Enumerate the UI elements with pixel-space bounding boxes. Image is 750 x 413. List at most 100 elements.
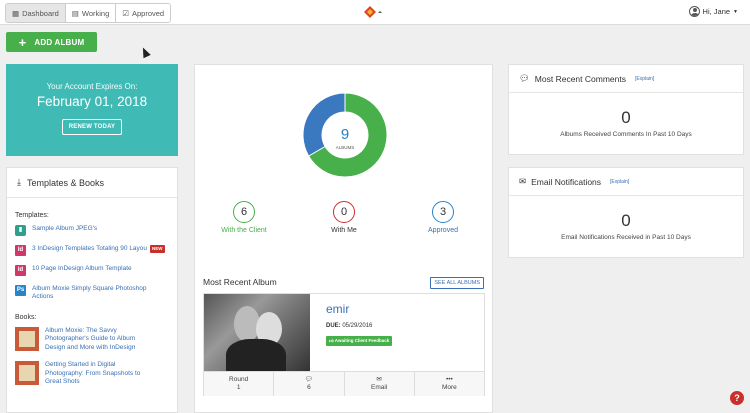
donut-total-label: ALBUMS: [336, 145, 355, 150]
recent-comments-panel: 💬︎ Most Recent Comments [Explain] 0 Albu…: [508, 64, 744, 155]
new-badge: NEW: [150, 245, 165, 253]
stat-value: 3: [432, 201, 454, 223]
mouse-cursor-icon: [139, 45, 151, 59]
book-icon: ▤: [71, 8, 79, 18]
templates-title: Templates & Books: [26, 177, 105, 188]
view-tabs: ▦ Dashboard ▤ Working ☑ Approved: [5, 3, 172, 23]
comments-button[interactable]: 💬︎ 6: [274, 372, 345, 396]
templates-books-panel: ⤓ Templates & Books Templates: ▮ Sample …: [6, 167, 178, 413]
tab-label: Approved: [132, 8, 165, 18]
explain-link[interactable]: [Explain]: [634, 75, 655, 82]
thumbs-icon: 👍︎: [329, 338, 334, 343]
stat-value: 0: [333, 201, 355, 223]
tab-dashboard[interactable]: ▦ Dashboard: [6, 4, 66, 22]
due-label: DUE:: [326, 323, 341, 329]
donut-slice-with-the-client: [307, 92, 388, 178]
book-icon: ▮: [15, 225, 26, 236]
photoshop-icon: Ps: [15, 285, 26, 296]
checkbox-icon: ☑: [122, 8, 129, 18]
albums-donut-chart: 9 ALBUMS: [302, 92, 388, 178]
dashboard-icon: ▦: [12, 8, 20, 18]
add-album-label: ADD ALBUM: [34, 37, 85, 47]
comments-header: 💬︎ Most Recent Comments [Explain]: [509, 65, 743, 93]
album-cover-photo[interactable]: [204, 294, 310, 371]
user-menu[interactable]: Hi, Jane ▼: [688, 6, 738, 17]
albums-summary-panel: 9 ALBUMS 6 With the Client 0 With Me 3 A…: [194, 64, 493, 413]
round-label: Round: [229, 376, 249, 383]
email-icon: ✉: [376, 376, 382, 383]
email-button[interactable]: ✉ Email: [345, 372, 415, 396]
more-label: More: [441, 383, 457, 391]
template-link[interactable]: 3 InDesign Templates Totaling 90 Layou: [32, 245, 148, 252]
stat-label: With Me: [331, 227, 357, 234]
book-cover-image: [15, 326, 39, 351]
email-label: Email: [370, 383, 388, 391]
brand-logo[interactable]: [362, 4, 386, 22]
help-button[interactable]: ?: [730, 391, 744, 405]
more-button[interactable]: ••• More: [415, 372, 484, 396]
notifications-title: Email Notifications: [531, 176, 602, 187]
tab-label: Working: [81, 8, 110, 18]
comment-icon: 💬︎: [304, 376, 313, 383]
book-link[interactable]: Album Moxie: The Savvy Photographer's Gu…: [45, 326, 136, 351]
template-item[interactable]: Id 10 Page InDesign Album Template: [15, 265, 177, 276]
donut-slice-approved: [302, 92, 346, 157]
comments-count: 0: [621, 108, 631, 127]
album-due: DUE: 05/29/2016: [326, 323, 372, 329]
notifications-count: 0: [621, 211, 631, 230]
templates-section-label: Templates:: [15, 212, 49, 219]
ellipsis-icon: •••: [445, 376, 453, 383]
expiry-date: February 01, 2018: [36, 94, 148, 109]
stat-label: Approved: [428, 227, 458, 234]
template-link[interactable]: 10 Page InDesign Album Template: [32, 265, 132, 272]
notifications-header: ✉ Email Notifications [Explain]: [509, 168, 743, 196]
comments-title: Most Recent Comments: [534, 73, 626, 84]
explain-link[interactable]: [Explain]: [610, 178, 630, 185]
comments-count: 6: [307, 383, 311, 391]
chevron-down-icon: ▼: [733, 8, 738, 15]
indesign-icon: Id: [15, 245, 26, 256]
books-section-label: Books:: [15, 313, 37, 321]
round-button[interactable]: Round 1: [204, 372, 275, 396]
stat-approved[interactable]: 3 Approved: [408, 201, 478, 234]
stat-value: 6: [233, 201, 255, 223]
stat-label: With the Client: [221, 227, 267, 234]
expiry-label: Your Account Expires On:: [46, 82, 138, 91]
status-badge: 👍︎ Awaiting Client Feedback: [326, 336, 393, 346]
template-item[interactable]: ▮ Sample Album JPEG's: [15, 225, 177, 236]
user-avatar-icon: [688, 6, 700, 17]
notifications-subtitle: Email Notifications Received in Past 10 …: [561, 234, 691, 241]
stat-with-me[interactable]: 0 With Me: [309, 201, 379, 234]
top-bar: ▦ Dashboard ▤ Working ☑ Approved Hi, Jan…: [0, 0, 750, 25]
status-text: Awaiting Client Feedback: [334, 338, 390, 343]
user-greeting: Hi, Jane: [702, 7, 731, 16]
tab-working[interactable]: ▤ Working: [65, 4, 117, 22]
renew-button[interactable]: RENEW TODAY: [61, 119, 123, 135]
comments-subtitle: Albums Received Comments In Past 10 Days: [560, 131, 692, 138]
plus-icon: +: [18, 34, 27, 50]
stat-with-client[interactable]: 6 With the Client: [209, 201, 279, 234]
templates-header: ⤓ Templates & Books: [7, 168, 177, 198]
download-icon: ⤓: [17, 177, 21, 187]
album-actions: Round 1 💬︎ 6 ✉ Email ••• More: [204, 371, 484, 396]
comments-icon: 💬︎: [519, 73, 530, 83]
book-cover-image: [15, 361, 39, 386]
see-all-albums-button[interactable]: SEE ALL ALBUMS: [430, 277, 484, 289]
template-item[interactable]: Ps Album Moxie Simply Square Photoshop A…: [15, 285, 177, 302]
due-date: 05/29/2016: [342, 323, 373, 329]
email-notifications-panel: ✉ Email Notifications [Explain] 0 Email …: [508, 167, 744, 258]
donut-total: 9: [341, 126, 349, 143]
book-item[interactable]: Getting Started in Digital Photography: …: [15, 361, 177, 386]
template-link[interactable]: Album Moxie Simply Square Photoshop Acti…: [32, 285, 147, 301]
book-item[interactable]: Album Moxie: The Savvy Photographer's Gu…: [15, 326, 177, 352]
album-name[interactable]: emir: [326, 302, 350, 316]
template-item[interactable]: Id 3 InDesign Templates Totaling 90 Layo…: [15, 245, 177, 256]
tab-approved[interactable]: ☑ Approved: [116, 4, 171, 22]
add-album-button[interactable]: + ADD ALBUM: [6, 32, 97, 52]
tab-label: Dashboard: [22, 8, 59, 18]
template-link[interactable]: Sample Album JPEG's: [32, 225, 98, 232]
book-link[interactable]: Getting Started in Digital Photography: …: [45, 361, 141, 386]
recent-album-card[interactable]: emir DUE: 05/29/2016 👍︎ Awaiting Client …: [203, 293, 485, 396]
envelope-icon: ✉: [519, 176, 527, 186]
account-expiry-panel: Your Account Expires On: February 01, 20…: [6, 64, 178, 156]
